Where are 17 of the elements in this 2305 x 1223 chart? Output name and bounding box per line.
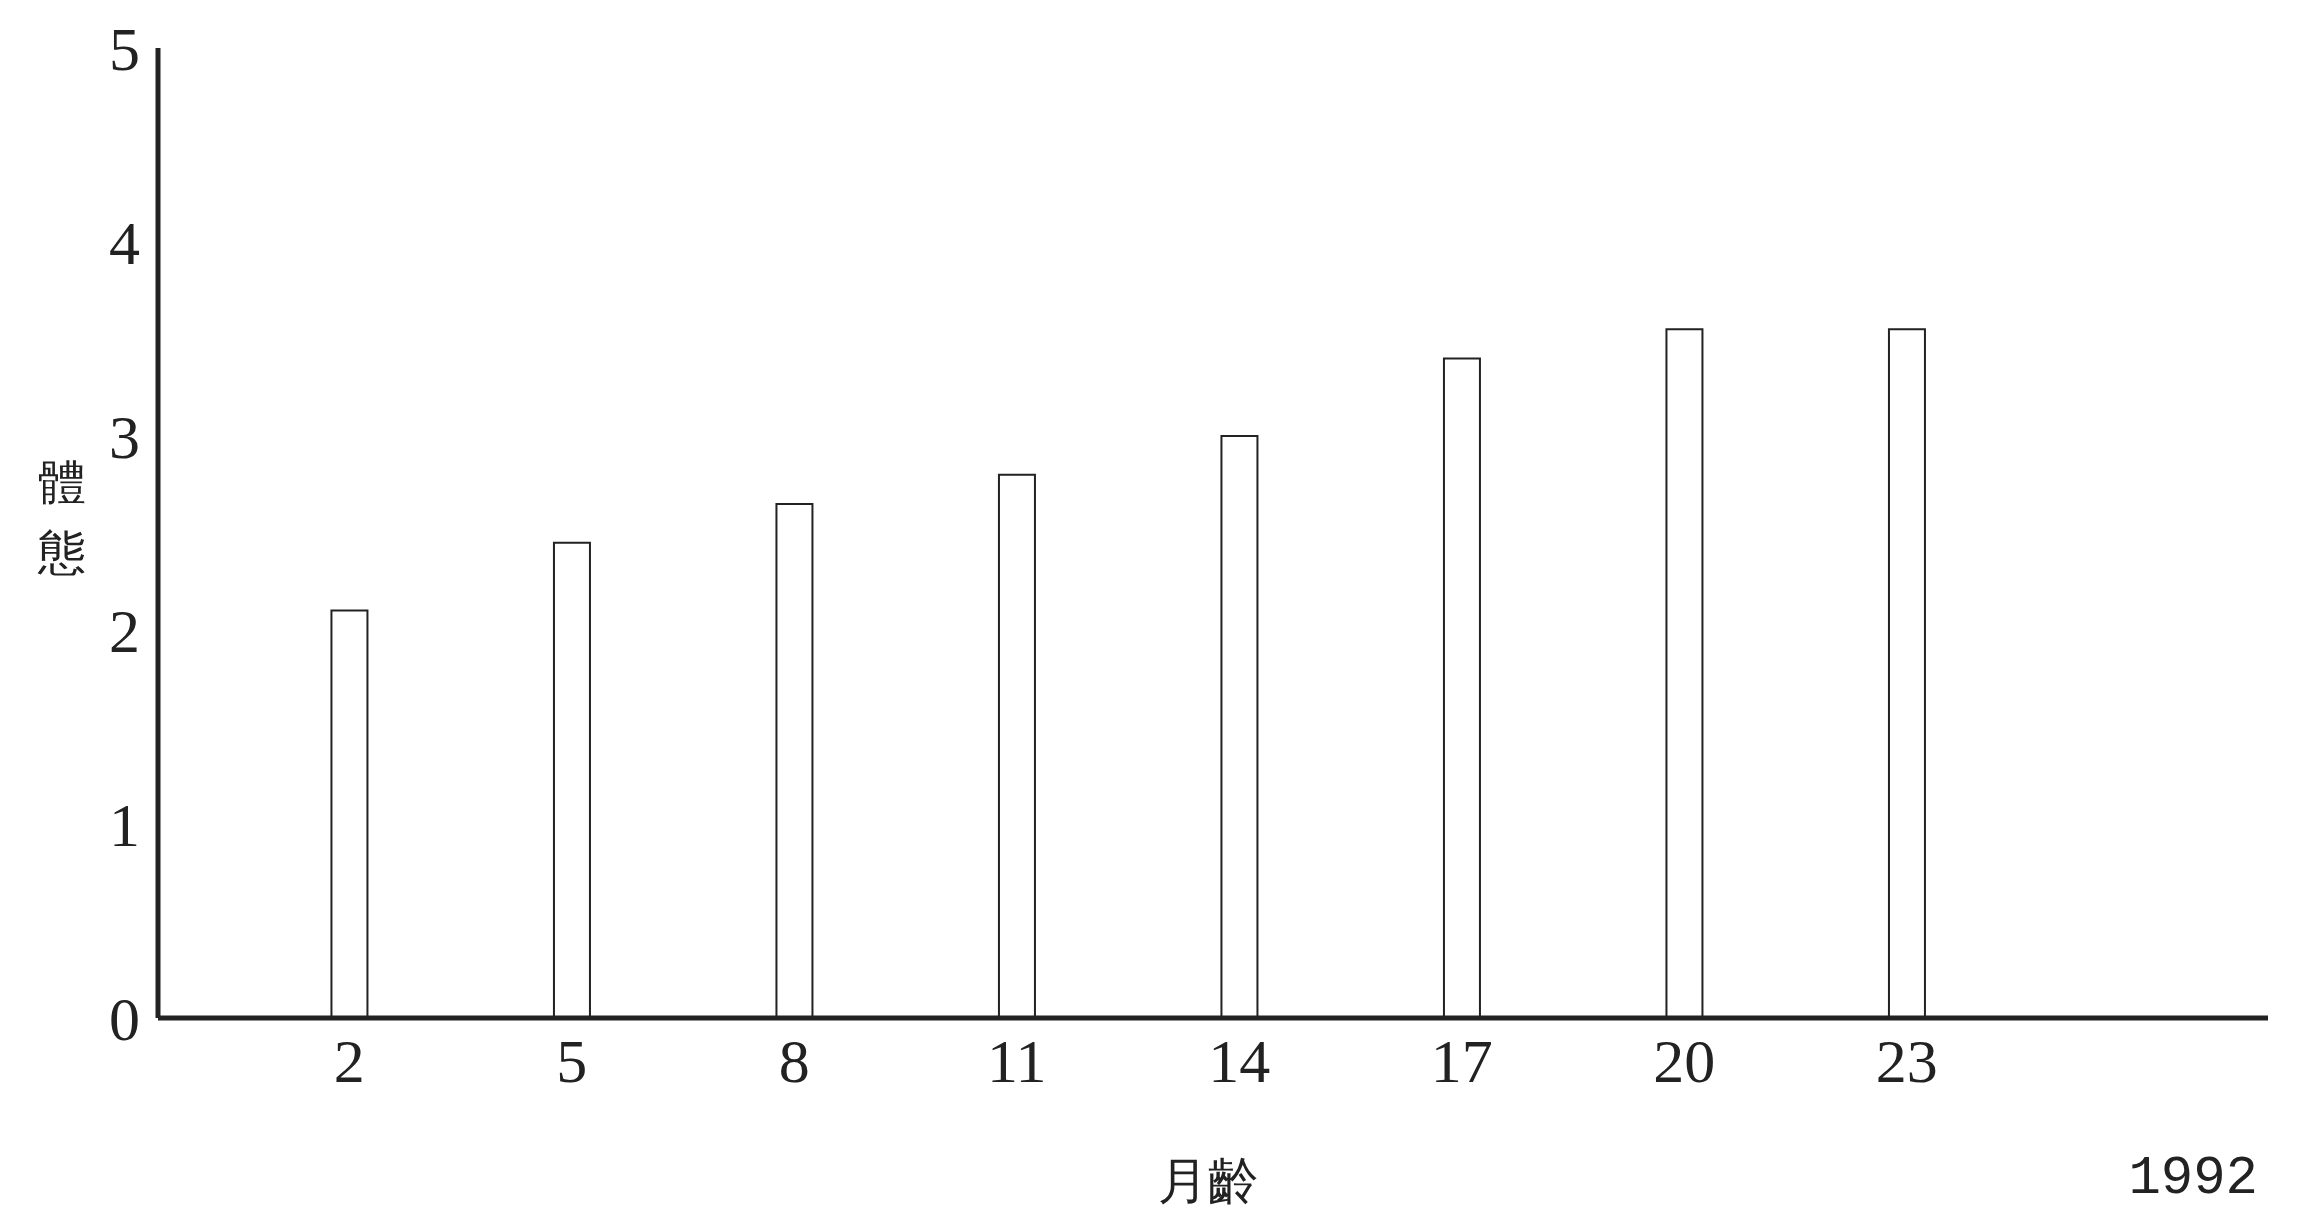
x-axis-title: 月齡 bbox=[1158, 1152, 1258, 1211]
x-tick-label: 5 bbox=[556, 1027, 588, 1096]
x-tick-label: 11 bbox=[986, 1027, 1047, 1096]
x-tick-label: 14 bbox=[1208, 1027, 1271, 1096]
x-tick-label: 2 bbox=[333, 1027, 365, 1096]
x-tick-label: 8 bbox=[778, 1027, 810, 1096]
text: 1992 bbox=[2128, 1148, 2258, 1209]
y-axis-title: 體態 bbox=[38, 455, 87, 581]
x-tick-label: 23 bbox=[1875, 1027, 1938, 1096]
y-tick-label: 5 bbox=[109, 15, 140, 84]
x-tick-label: 20 bbox=[1653, 1027, 1716, 1096]
y-tick-label: 1 bbox=[109, 791, 140, 860]
x-tick-label: 17 bbox=[1430, 1027, 1493, 1096]
y-tick-label: 4 bbox=[109, 209, 140, 278]
y-tick-label: 3 bbox=[109, 403, 140, 472]
y-tick-label: 2 bbox=[109, 597, 140, 666]
y-tick-label: 0 bbox=[109, 985, 140, 1054]
